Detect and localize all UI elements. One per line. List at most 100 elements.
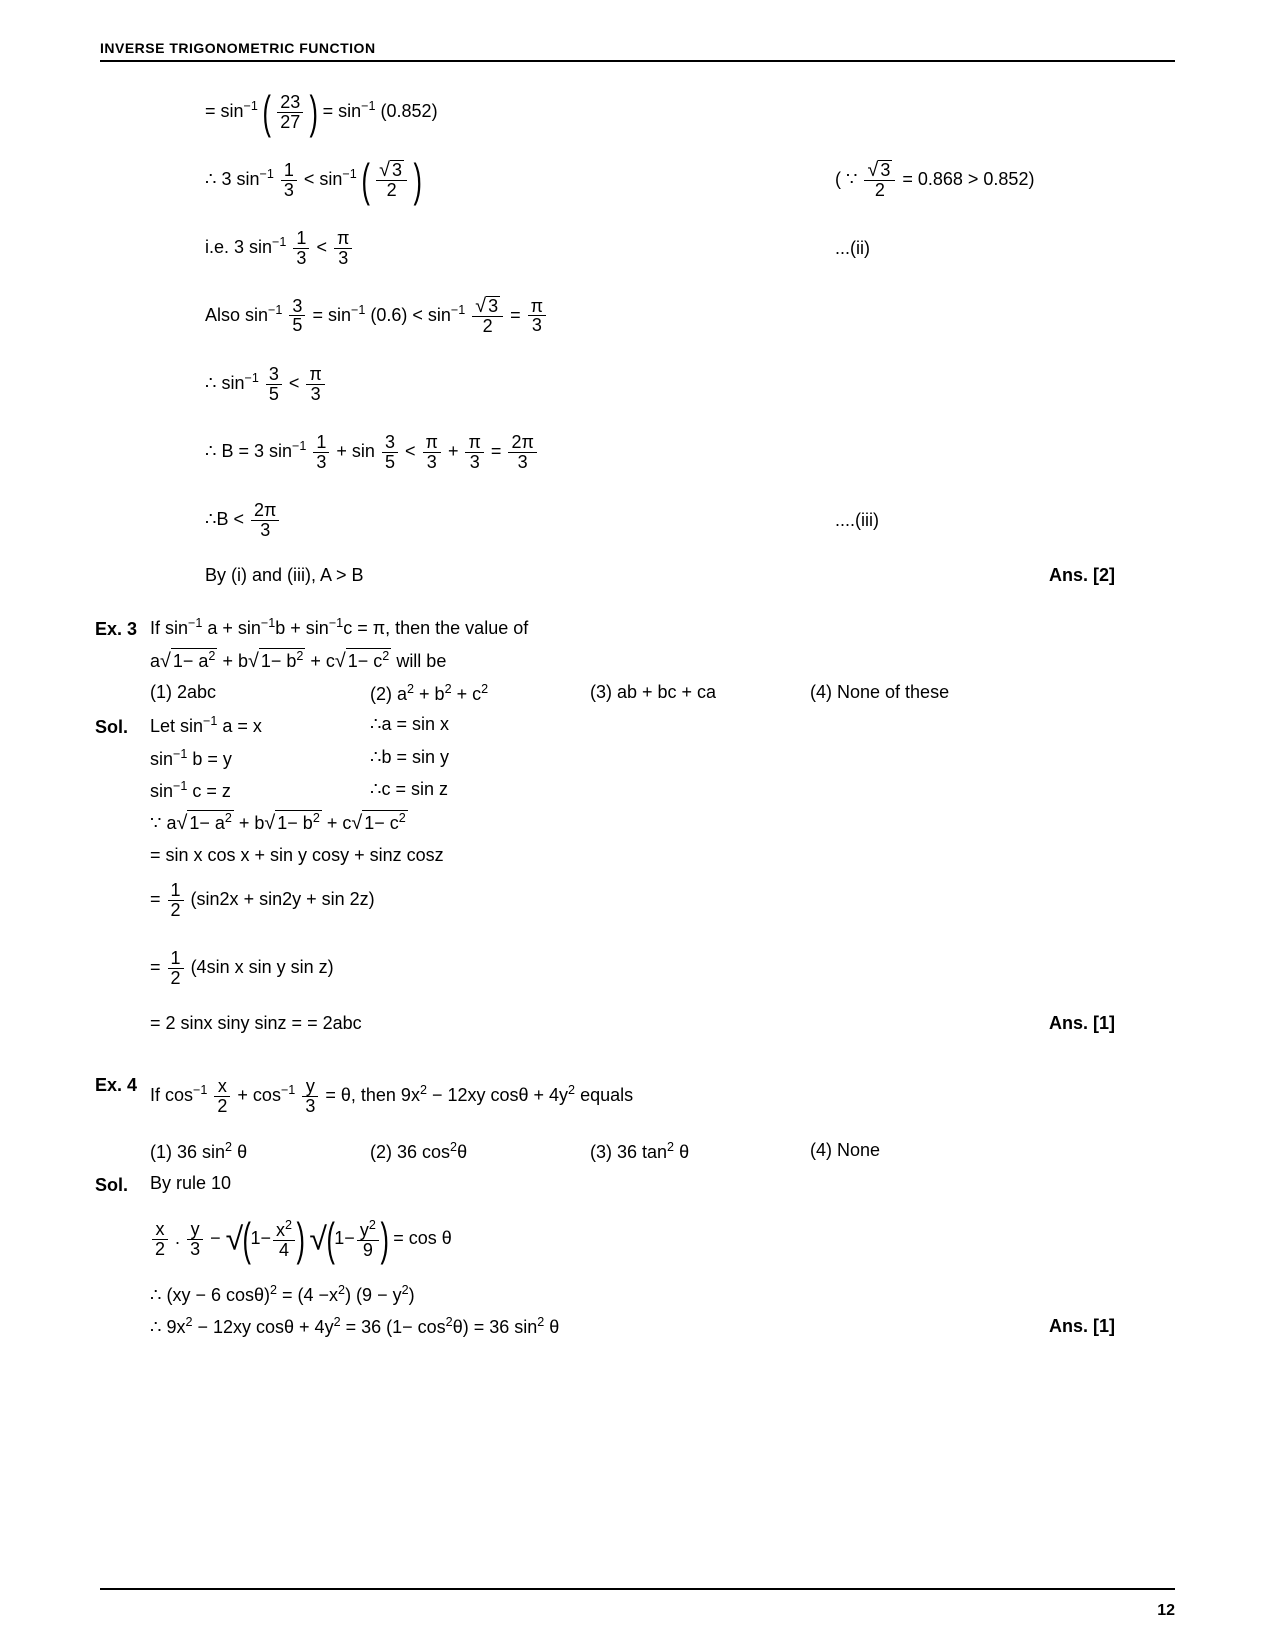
fraction: 2π3	[508, 433, 536, 472]
text: ∴ (xy − 6 cosθ)	[150, 1285, 270, 1305]
lparen-icon: (	[326, 1216, 334, 1262]
rparen-icon: )	[297, 1216, 305, 1262]
text: = θ	[325, 1085, 351, 1105]
math-line: = sin x cos x + sin y cosy + sinz cosz	[150, 843, 1175, 867]
text: (0.6) < sin	[365, 305, 451, 325]
math-line: = sin−1 ( 2327 ) = sin−1 (0.852)	[150, 87, 1175, 137]
text: <	[405, 441, 416, 461]
sup: −1	[244, 99, 258, 113]
fraction: 12	[168, 949, 184, 988]
sqrt-icon: 1− c2	[335, 648, 391, 673]
fraction: π3	[334, 229, 352, 268]
math-line: i.e. 3 sin−1 13 < π3 ...(ii)	[150, 223, 1175, 273]
text: (sin2x + sin2y + sin 2z)	[191, 889, 375, 909]
sup: −1	[361, 99, 375, 113]
content-body: = sin−1 ( 2327 ) = sin−1 (0.852) ∴ 3 sin…	[100, 87, 1175, 1338]
sup: −1	[272, 235, 286, 249]
fraction: 35	[289, 297, 305, 336]
solution-label: Sol.	[95, 713, 150, 738]
text: + sin	[336, 441, 375, 461]
text: equals	[575, 1085, 633, 1105]
fraction: 32	[376, 160, 407, 201]
text: + cos	[237, 1085, 281, 1105]
answer-label: Ans. [1]	[1049, 1316, 1175, 1337]
sup: −1	[244, 371, 258, 385]
text: i.e. 3 sin	[205, 237, 272, 257]
text: ∴ sin	[205, 373, 244, 393]
text: , then 9x	[351, 1085, 420, 1105]
fraction: 32	[472, 296, 503, 337]
text: will be	[391, 651, 446, 671]
sqrt-icon: √	[226, 1221, 244, 1257]
options-row: (1) 36 sin2 θ (2) 36 cos2θ (3) 36 tan2 θ…	[150, 1139, 1175, 1163]
text: = cos θ	[393, 1228, 452, 1248]
text: If cos	[150, 1085, 193, 1105]
fraction: 2327	[277, 93, 303, 132]
sup: −1	[268, 303, 282, 317]
option: (2) a2 + b2 + c2	[370, 682, 590, 705]
text: ∴ 9x	[150, 1317, 185, 1337]
fraction: 12	[168, 881, 184, 920]
text: <	[316, 237, 327, 257]
eqref: ...(ii)	[835, 238, 870, 258]
example-label: Ex. 4	[95, 1071, 150, 1096]
sup: −1	[329, 616, 343, 630]
text: ∴b = sin y	[370, 747, 449, 770]
option: (1) 36 sin2 θ	[150, 1140, 370, 1163]
text: b + sin	[275, 618, 329, 638]
text: = 0.868 > 0.852)	[902, 169, 1034, 189]
sqrt-icon: √	[309, 1221, 327, 1257]
fraction: y3	[302, 1077, 318, 1116]
solution-label: Sol.	[95, 1171, 150, 1196]
option: (3) ab + bc + ca	[590, 682, 810, 705]
math-line: sin−1 c = z∴c = sin z	[150, 778, 1175, 802]
sqrt-icon: 1− a2	[160, 648, 217, 673]
text: −	[210, 1228, 221, 1248]
options-row: (1) 2abc (2) a2 + b2 + c2 (3) ab + bc + …	[150, 681, 1175, 705]
fraction: 13	[313, 433, 329, 472]
math-line: = 2 sinx siny sinz = = 2abc Ans. [1]	[150, 1011, 1175, 1035]
fraction: 32	[864, 160, 895, 201]
text: a + sin	[202, 618, 261, 638]
math-line: = 12 (sin2x + sin2y + sin 2z)	[150, 875, 1175, 925]
example-row: Ex. 3 If sin−1 a + sin−1b + sin−1c = π, …	[95, 615, 1175, 640]
text: ∴B <	[205, 509, 249, 529]
text: ∵ a	[150, 813, 176, 833]
lparen-icon: (	[262, 89, 270, 135]
text: =	[150, 957, 161, 977]
text: =	[491, 441, 502, 461]
text: = sin	[312, 305, 351, 325]
sqrt-icon: 1− b2	[248, 648, 305, 673]
math-line: ∴ sin−1 35 < π3	[150, 359, 1175, 409]
text: − 12xy cosθ + 4y	[427, 1085, 568, 1105]
text: If sin	[150, 618, 188, 638]
text: sin	[150, 749, 173, 769]
text: < sin	[304, 169, 343, 189]
text: (0.852)	[376, 101, 438, 121]
text: + c	[305, 651, 335, 671]
page-header: INVERSE TRIGONOMETRIC FUNCTION	[100, 40, 1175, 62]
sup: −1	[351, 303, 365, 317]
sqrt-icon: 1− a2	[176, 810, 233, 835]
lparen-icon: (	[243, 1216, 251, 1262]
option: (2) 36 cos2θ	[370, 1140, 590, 1163]
text: ∴ 3 sin	[205, 169, 259, 189]
page: INVERSE TRIGONOMETRIC FUNCTION = sin−1 (…	[0, 0, 1275, 1650]
sup: −1	[342, 167, 356, 181]
option: (3) 36 tan2 θ	[590, 1140, 810, 1163]
option: (4) None	[810, 1140, 1030, 1163]
text: ∴ B = 3 sin	[205, 441, 292, 461]
fraction: x2	[152, 1220, 168, 1259]
math-line: ∴ (xy − 6 cosθ)2 = (4 −x2) (9 − y2)	[150, 1282, 1175, 1306]
sup: −1	[261, 616, 275, 630]
text: By (i) and (iii), A > B	[205, 565, 364, 585]
sqrt-icon: 3	[379, 160, 404, 181]
fraction: π3	[423, 433, 441, 472]
example-row: Ex. 4 If cos−1 x2 + cos−1 y3 = θ, then 9…	[95, 1071, 1175, 1121]
fraction: x2	[214, 1077, 230, 1116]
text: =	[150, 889, 166, 909]
solution-row: Sol. Let sin−1 a = x∴a = sin x	[95, 713, 1175, 738]
text: = sin	[323, 101, 362, 121]
fraction: π3	[465, 433, 483, 472]
text: = sin	[205, 101, 244, 121]
